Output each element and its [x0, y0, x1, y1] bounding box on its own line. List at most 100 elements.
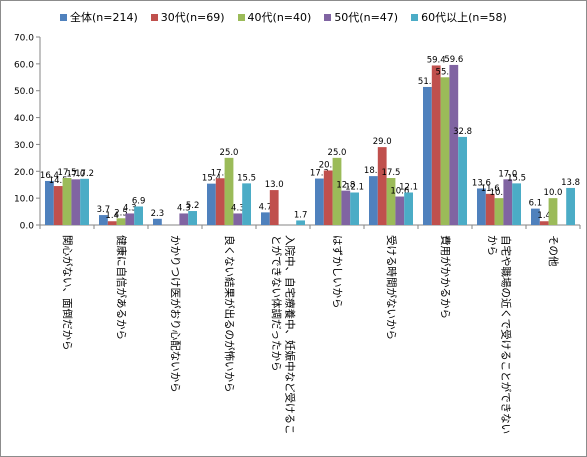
- bar: [125, 213, 135, 225]
- y-tick-label: 40.0: [14, 114, 34, 124]
- data-label: 4.3: [231, 203, 245, 213]
- bar: [395, 196, 405, 225]
- data-label: 4.3: [123, 203, 137, 213]
- category-label: 良くない結果が出るのが怖いから: [223, 235, 236, 393]
- bar: [134, 206, 143, 225]
- category-label: 自宅や職場の近くで受けることができない: [500, 235, 513, 434]
- bar: [404, 192, 413, 225]
- y-tick-label: 10.0: [14, 195, 34, 205]
- bar: [350, 192, 359, 225]
- legend-label: 40代(n=40): [247, 11, 312, 24]
- data-label: 17.5: [382, 168, 401, 178]
- data-label: 11.6: [481, 184, 500, 194]
- bar: [233, 213, 243, 225]
- legend-item: 40代(n=40): [237, 9, 312, 25]
- category-label: とができない体調だったから: [270, 235, 283, 372]
- bar: [53, 186, 63, 225]
- bar: [261, 212, 270, 225]
- data-label: 29.0: [373, 137, 392, 147]
- data-label: 10.0: [490, 188, 509, 198]
- legend-label: 50代(n=47): [334, 11, 399, 24]
- data-label: 25.0: [220, 148, 239, 158]
- bar: [207, 183, 216, 225]
- data-label: 15.5: [237, 173, 256, 183]
- data-label: 13.0: [265, 180, 284, 190]
- y-tick-label: 50.0: [14, 87, 34, 97]
- data-label: 2.3: [151, 209, 165, 219]
- data-label: 17.0: [498, 169, 517, 179]
- data-label: 51.4: [418, 77, 437, 87]
- data-label: 55.0: [436, 67, 455, 77]
- data-label: 12.1: [345, 183, 364, 193]
- data-label: 4.7: [259, 202, 273, 212]
- data-label: 10.6: [390, 187, 409, 197]
- bar: [458, 136, 467, 225]
- category-label: はずかしいから: [331, 235, 343, 309]
- category-label: 入院中、自宅療養中、妊娠中など受けるこ: [284, 235, 297, 435]
- bar: [440, 77, 450, 226]
- legend-item: 60代以上(n=58): [411, 9, 507, 25]
- category-label: から: [486, 235, 498, 256]
- data-label: 14.5: [49, 176, 68, 186]
- legend-item: 全体(n=214): [60, 9, 138, 25]
- bar: [323, 170, 333, 225]
- data-label: 1.4: [105, 211, 119, 221]
- legend-swatch: [411, 13, 419, 21]
- data-label: 13.6: [472, 178, 491, 188]
- bar: [215, 178, 225, 225]
- data-label: 5.2: [186, 201, 200, 211]
- category-label: かかりつけ医がおり心配ないから: [169, 235, 182, 393]
- bar: [296, 220, 305, 225]
- bar: [566, 187, 575, 225]
- y-tick-label: 30.0: [14, 141, 34, 151]
- bar: [423, 86, 432, 225]
- data-label: 10.0: [544, 188, 563, 198]
- bar: [485, 193, 495, 225]
- legend-label: 全体(n=214): [70, 11, 138, 24]
- data-label: 59.6: [444, 55, 463, 65]
- y-tick-label: 20.0: [14, 168, 34, 178]
- data-label: 18.2: [364, 166, 383, 176]
- data-label: 17.5: [58, 168, 77, 178]
- data-label: 17.4: [211, 168, 230, 178]
- data-label: 1.7: [294, 210, 308, 220]
- data-label: 32.8: [453, 127, 472, 137]
- data-label: 12.1: [399, 183, 418, 193]
- bar: [548, 198, 558, 225]
- bar: [369, 176, 378, 225]
- y-tick-label: 70.0: [14, 34, 34, 44]
- bar: [477, 188, 486, 225]
- bar: [386, 178, 396, 225]
- bar: [269, 190, 279, 225]
- data-label: 16.4: [40, 171, 59, 181]
- data-label: 3.7: [97, 205, 111, 215]
- legend-label: 30代(n=69): [160, 11, 225, 24]
- category-label: その他: [547, 235, 560, 267]
- y-tick-label: 0.0: [20, 222, 35, 232]
- bar: [377, 147, 387, 225]
- category-label: 関心がない、面倒だから: [61, 235, 74, 351]
- bar: [188, 211, 197, 225]
- bar: [107, 221, 117, 225]
- data-label: 20.3: [319, 160, 338, 170]
- legend-swatch: [324, 13, 332, 21]
- bar: [494, 198, 504, 225]
- data-label: 59.4: [427, 55, 446, 65]
- legend-swatch: [150, 13, 158, 21]
- bar: [539, 221, 549, 225]
- legend-label: 60代以上(n=58): [421, 11, 507, 24]
- data-label: 13.8: [561, 178, 580, 188]
- bar: [116, 218, 126, 225]
- legend-swatch: [60, 13, 67, 21]
- category-label: 費用がかかるから: [439, 235, 452, 319]
- bar: [99, 215, 108, 225]
- data-label: 4.3: [177, 203, 191, 213]
- bar: [224, 157, 234, 225]
- bar: [341, 190, 351, 225]
- bar: [45, 180, 54, 225]
- data-label: 12.8: [336, 181, 355, 191]
- data-label: 2.5: [114, 208, 128, 218]
- data-label: 15.4: [202, 174, 221, 184]
